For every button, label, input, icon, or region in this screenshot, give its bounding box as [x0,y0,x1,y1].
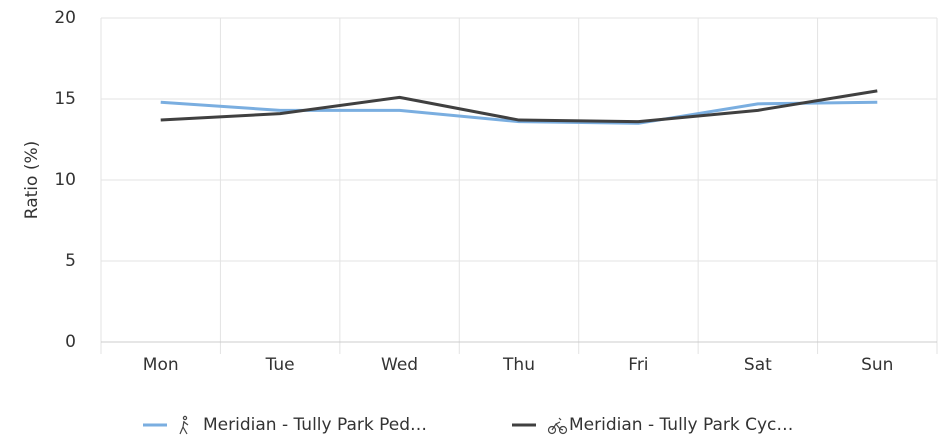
icon-part [558,425,568,435]
y-tick-label: 15 [54,89,76,109]
y-axis-label: Ratio (%) [22,141,42,219]
legend-icon [179,415,189,435]
icon-part [182,415,188,421]
y-tick-label: 20 [54,8,76,28]
x-tick-label: Thu [502,355,535,375]
x-tick-label: Sat [744,355,772,375]
legend-label: Meridian - Tully Park Ped… [203,415,427,435]
legend-label: Meridian - Tully Park Cyc… [569,415,793,435]
y-tick-label: 10 [54,170,76,190]
x-tick-label: Fri [628,355,648,375]
icon-part [547,425,557,435]
x-tick-label: Sun [861,355,893,375]
series-line [160,100,878,125]
legend-icon [547,417,568,435]
x-tick-label: Mon [143,355,179,375]
icon-part [551,417,564,431]
y-tick-label: 0 [65,332,76,352]
series-line [160,89,878,124]
y-tick-label: 5 [65,251,76,271]
x-tick-label: Tue [265,355,295,375]
icon-part [179,420,189,435]
x-tick-label: Wed [381,355,418,375]
